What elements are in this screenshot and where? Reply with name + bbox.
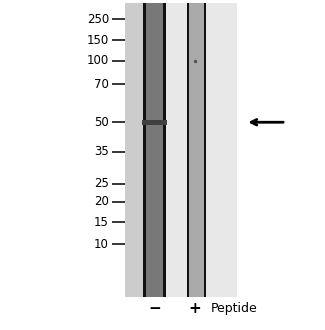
Text: 70: 70 [94, 78, 109, 90]
Text: 100: 100 [87, 54, 109, 67]
Bar [146, 3, 163, 297]
Bar [187, 3, 206, 297]
Text: 15: 15 [94, 215, 109, 229]
Text: 20: 20 [94, 195, 109, 208]
Bar [189, 3, 204, 297]
Text: 150: 150 [87, 34, 109, 47]
Bar [125, 3, 237, 297]
Text: 35: 35 [94, 145, 109, 158]
Text: Peptide: Peptide [211, 302, 257, 315]
Text: −: − [148, 301, 161, 316]
Text: +: + [188, 301, 201, 316]
Text: 10: 10 [94, 238, 109, 250]
Text: 50: 50 [94, 116, 109, 129]
Bar [143, 3, 166, 297]
Bar [206, 3, 237, 297]
Bar [166, 3, 187, 297]
Text: 25: 25 [94, 178, 109, 190]
Bar [142, 119, 166, 125]
Text: 250: 250 [87, 13, 109, 26]
